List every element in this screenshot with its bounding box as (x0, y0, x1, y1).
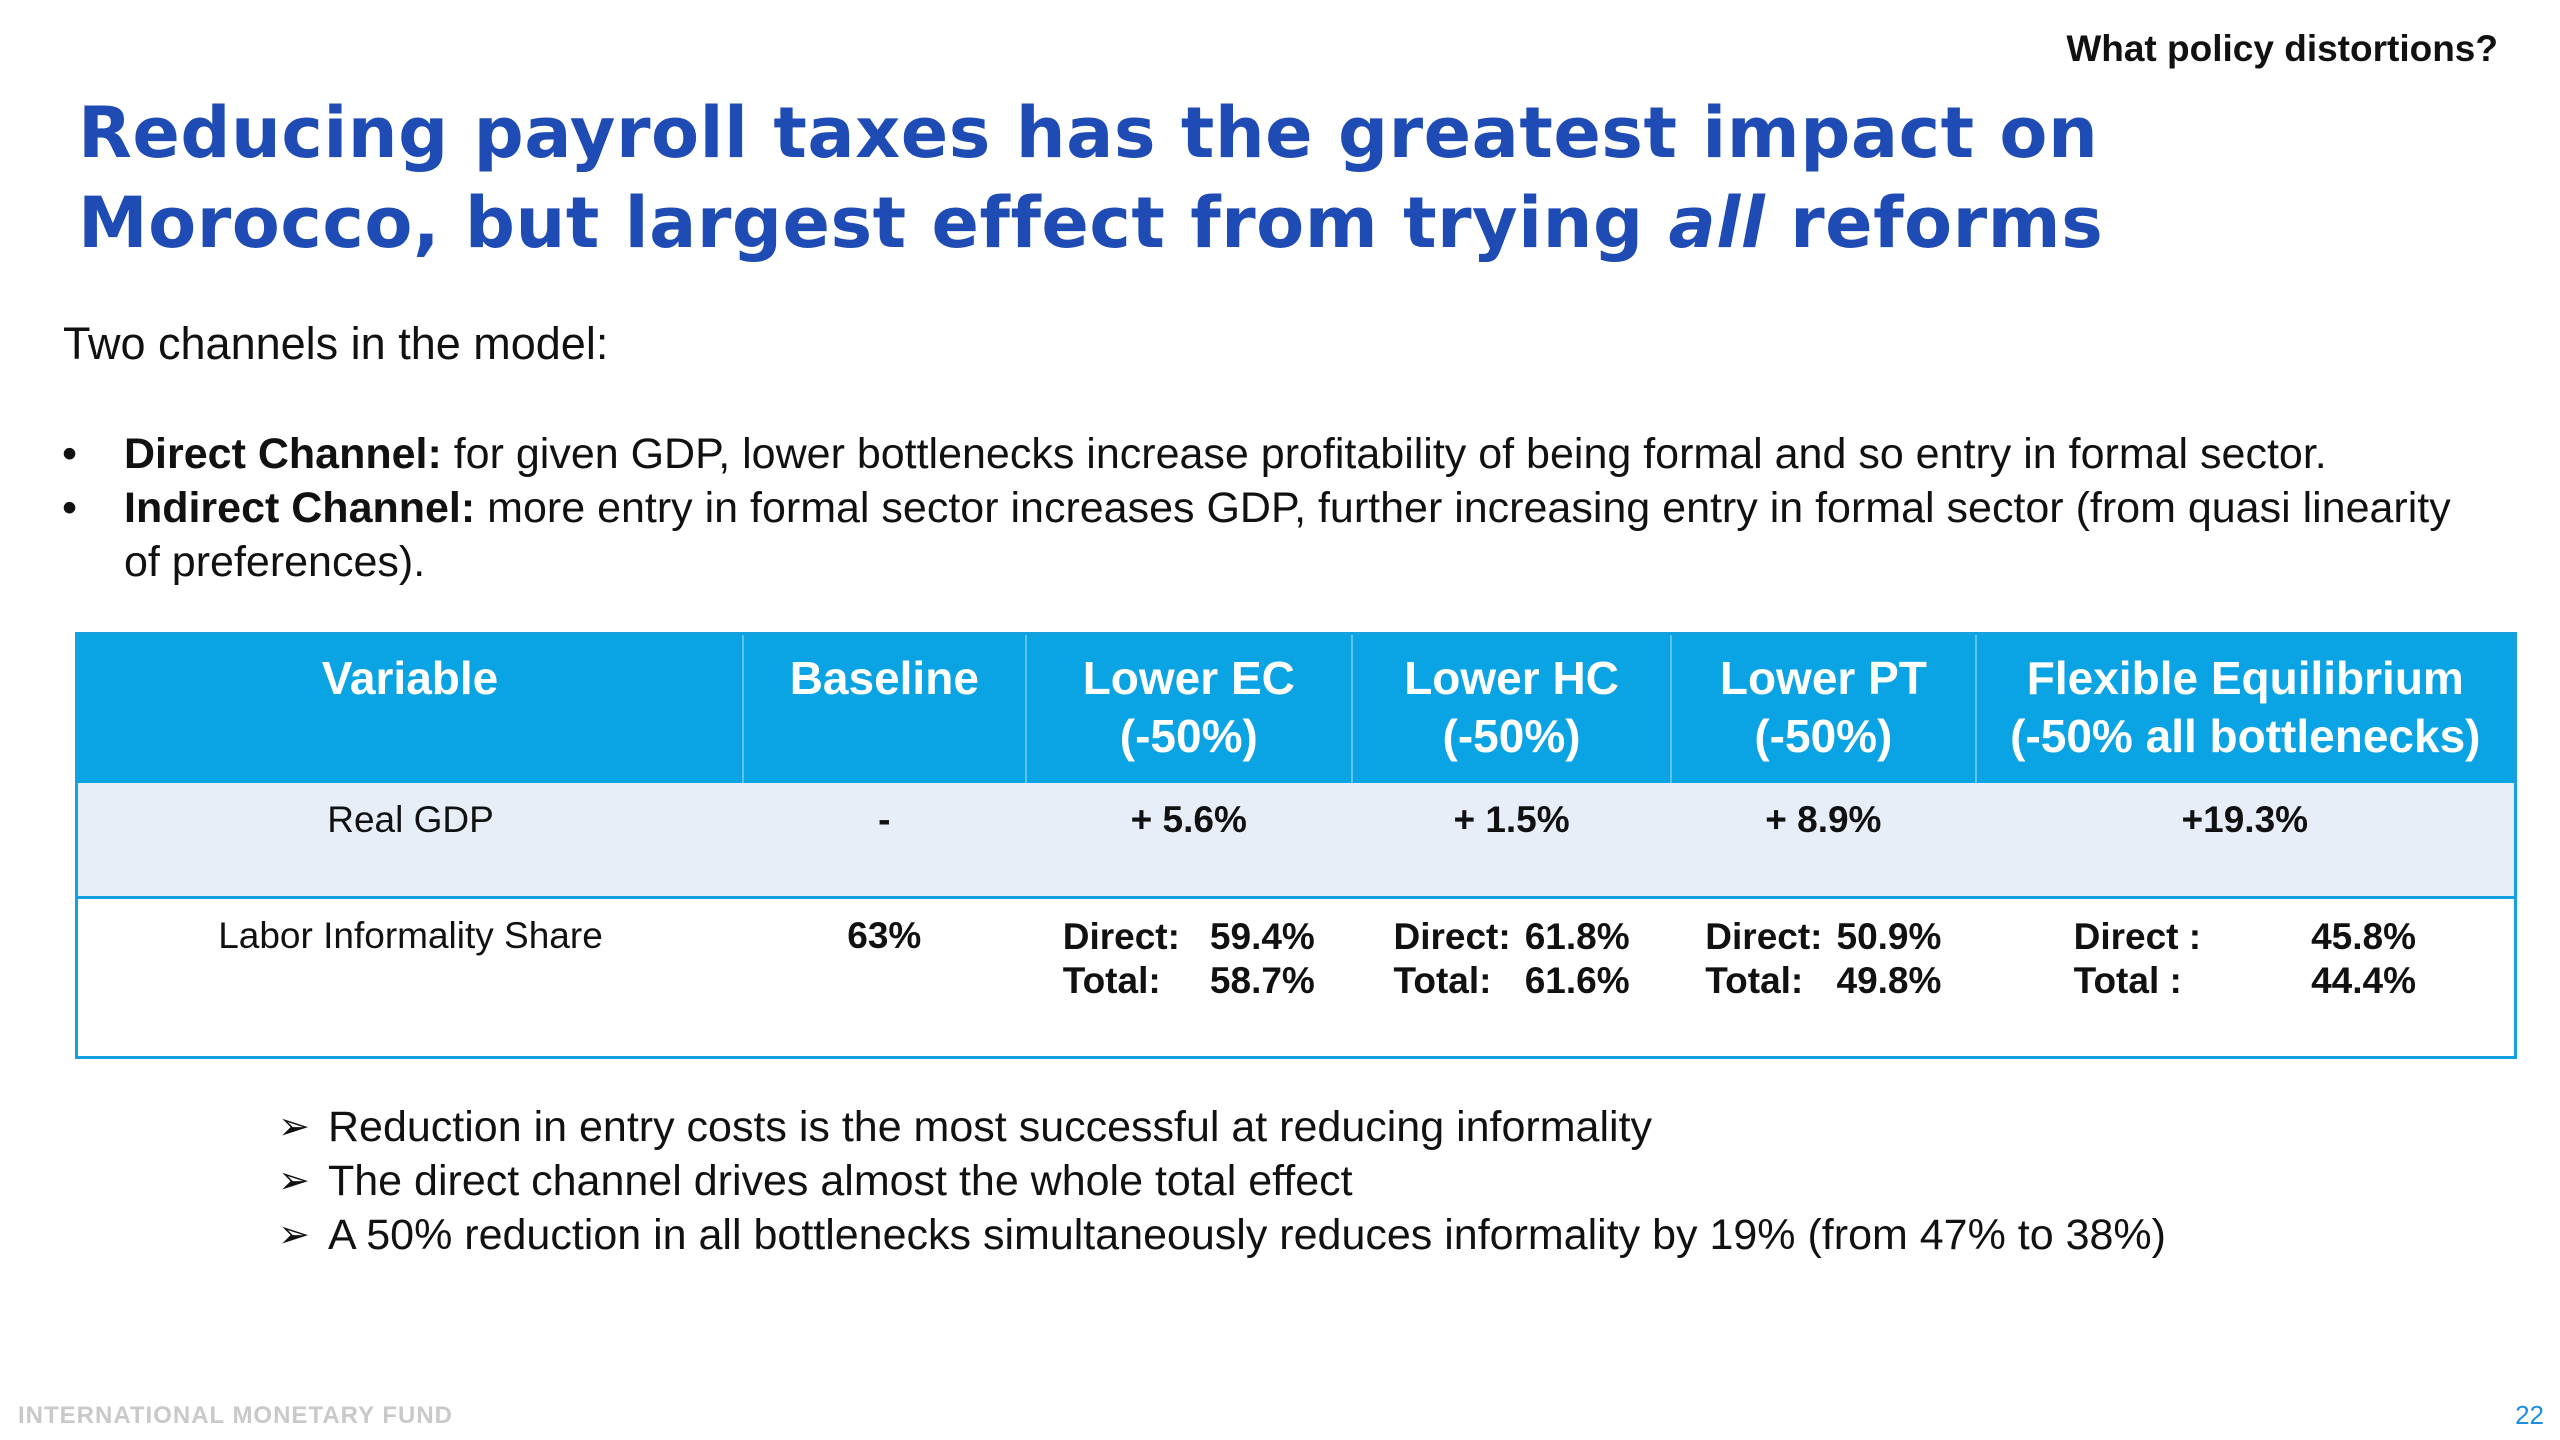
title-line-1: Reducing payroll taxes has the greatest … (78, 92, 2099, 174)
header-line: Baseline (789, 652, 979, 704)
conclusion-list: ➢ Reduction in entry costs is the most su… (278, 1100, 2166, 1262)
header-subline: (-50% all bottlenecks) (2010, 710, 2481, 762)
bullet-marker: • (62, 484, 78, 532)
channel-bullets: • Direct Channel: for given GDP, lower bo… (62, 427, 2482, 589)
header-subline: (-50%) (1754, 710, 1893, 762)
header-flexible-equilibrium: Flexible Equilibrium (-50% all bottleneck… (1975, 635, 2514, 783)
table-row-real-gdp: Real GDP - + 5.6% + 1.5% + 8.9% +19.3% (78, 783, 2514, 899)
title-emphasis: all (1668, 182, 1766, 264)
conclusion-text: A 50% reduction in all bottlenecks simul… (328, 1211, 2166, 1259)
total-label: Total: (1062, 960, 1161, 1001)
intro-text: Two channels in the model: (63, 318, 609, 369)
conclusion-text: The direct channel drives almost the who… (328, 1157, 1353, 1205)
slide-title: Reducing payroll taxes has the greatest … (78, 88, 2378, 268)
bullet-text: more entry in formal sector increases GD… (124, 484, 2451, 586)
header-line: Lower HC (1404, 652, 1619, 704)
header-lower-pt: Lower PT (-50%) (1671, 635, 1977, 783)
cell-flexible: Direct : 45.8% Total : 44.4% (1975, 897, 2514, 1056)
direct-total-values: Direct: 50.9% Total: 49.8% (1672, 915, 1975, 1003)
bullet-heading: Direct Channel: (124, 430, 442, 478)
header-lower-hc: Lower HC (-50%) (1352, 635, 1673, 783)
total-label: Total : (2073, 960, 2182, 1001)
header-lower-ec: Lower EC (-50%) (1025, 635, 1354, 783)
direct-value: 50.9% (1836, 916, 1942, 957)
cell-flexible: +19.3% (1975, 783, 2514, 899)
total-value: 49.8% (1836, 960, 1942, 1001)
total-label: Total: (1705, 960, 1804, 1001)
conclusion-item: ➢ A 50% reduction in all bottlenecks simu… (278, 1208, 2166, 1262)
conclusion-text: Reduction in entry costs is the most suc… (328, 1103, 1653, 1151)
arrow-bullet-icon: ➢ (278, 1160, 310, 1202)
direct-value: 45.8% (2311, 916, 2416, 957)
title-line-2-start: Morocco, but largest effect from trying (78, 182, 1669, 264)
header-subline: (-50%) (1442, 710, 1581, 762)
direct-label: Direct: (1393, 916, 1511, 957)
cell-lower-pt: + 8.9% (1671, 783, 1976, 899)
cell-baseline: - (743, 783, 1026, 899)
header-line: Lower EC (1082, 652, 1295, 704)
total-value: 44.4% (2311, 960, 2416, 1001)
cell-lower-ec: Direct: 59.4% Total: 58.7% (1025, 897, 1352, 1056)
direct-total-values: Direct: 61.8% Total: 61.6% (1353, 915, 1670, 1003)
conclusion-item: ➢ Reduction in entry costs is the most su… (278, 1100, 2166, 1154)
title-line-2: Morocco, but largest effect from trying … (78, 178, 2378, 268)
title-line-2-end: reforms (1765, 182, 2104, 264)
cell-variable: Labor Informality Share (78, 897, 744, 1056)
direct-total-values: Direct : 45.8% Total : 44.4% (1977, 915, 2513, 1003)
direct-value: 61.8% (1524, 916, 1630, 957)
page-number: 22 (2515, 1400, 2544, 1430)
header-line: Lower PT (1719, 652, 1927, 704)
conclusion-item: ➢ The direct channel drives almost the wh… (278, 1154, 2166, 1208)
header-baseline: Baseline (743, 635, 1027, 783)
header-line: Variable (321, 652, 499, 704)
bullet-text: for given GDP, lower bottlenecks increas… (441, 430, 2327, 478)
bullet-indirect-channel: • Indirect Channel: more entry in formal … (62, 481, 2482, 589)
direct-label: Direct : (2073, 916, 2202, 957)
cell-baseline: 63% (743, 897, 1026, 1056)
section-label: What policy distortions? (2066, 28, 2498, 69)
arrow-bullet-icon: ➢ (278, 1106, 310, 1148)
arrow-bullet-icon: ➢ (278, 1214, 310, 1256)
header-line: Flexible Equilibrium (2026, 652, 2464, 704)
results-table: Variable Baseline Lower EC (-50%) Lower H… (75, 632, 2517, 1059)
footer-organization: INTERNATIONAL MONETARY FUND (18, 1402, 453, 1429)
table-row-labor-informality: Labor Informality Share 63% Direct: 59.4… (78, 897, 2514, 1056)
direct-total-values: Direct: 59.4% Total: 58.7% (1027, 915, 1351, 1003)
direct-value: 59.4% (1209, 916, 1315, 957)
cell-variable: Real GDP (78, 783, 744, 899)
header-subline: (-50%) (1119, 710, 1258, 762)
cell-lower-ec: + 5.6% (1025, 783, 1352, 899)
total-value: 61.6% (1524, 960, 1630, 1001)
cell-lower-pt: Direct: 50.9% Total: 49.8% (1671, 897, 1976, 1056)
bullet-heading: Indirect Channel: (124, 484, 476, 532)
cell-lower-hc: Direct: 61.8% Total: 61.6% (1352, 897, 1672, 1056)
total-label: Total: (1393, 960, 1492, 1001)
bullet-marker: • (62, 430, 78, 478)
bullet-direct-channel: • Direct Channel: for given GDP, lower bo… (62, 427, 2482, 481)
table-header-row: Variable Baseline Lower EC (-50%) Lower H… (78, 635, 2514, 783)
cell-lower-hc: + 1.5% (1352, 783, 1672, 899)
total-value: 58.7% (1209, 960, 1315, 1001)
header-variable: Variable (78, 635, 745, 783)
direct-label: Direct: (1062, 916, 1180, 957)
direct-label: Direct: (1705, 916, 1823, 957)
